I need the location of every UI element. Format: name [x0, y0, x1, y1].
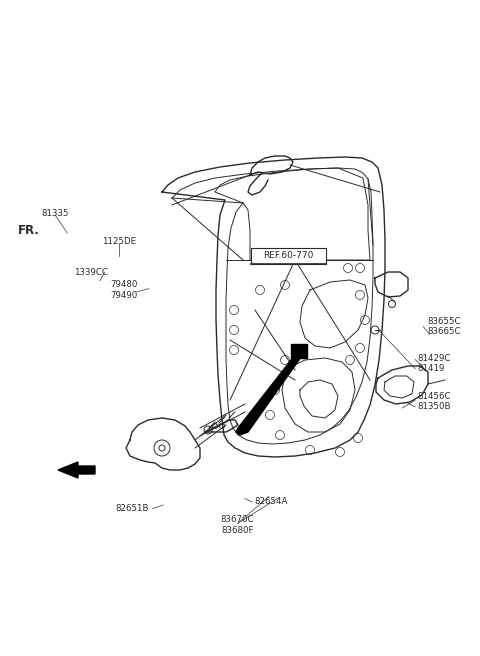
- Text: 82651B: 82651B: [115, 504, 149, 513]
- Bar: [251, 248, 325, 264]
- Text: 81335: 81335: [41, 209, 69, 218]
- Text: REF.60-770: REF.60-770: [263, 251, 313, 260]
- Text: 81429C: 81429C: [418, 354, 451, 363]
- Text: 1125DE: 1125DE: [102, 237, 136, 246]
- Text: 81456C: 81456C: [418, 392, 451, 401]
- Text: 82654A: 82654A: [254, 497, 288, 506]
- Text: FR.: FR.: [18, 224, 40, 237]
- Text: 81419: 81419: [418, 364, 445, 373]
- Text: 83655C
83665C: 83655C 83665C: [427, 317, 461, 337]
- Polygon shape: [236, 348, 306, 435]
- Bar: [291, 344, 307, 358]
- Text: 83670C
83680F: 83670C 83680F: [221, 515, 254, 535]
- Text: 81350B: 81350B: [418, 402, 451, 411]
- Text: 1339CC: 1339CC: [74, 268, 108, 277]
- Text: 79480
79490: 79480 79490: [110, 280, 138, 300]
- Polygon shape: [58, 462, 95, 478]
